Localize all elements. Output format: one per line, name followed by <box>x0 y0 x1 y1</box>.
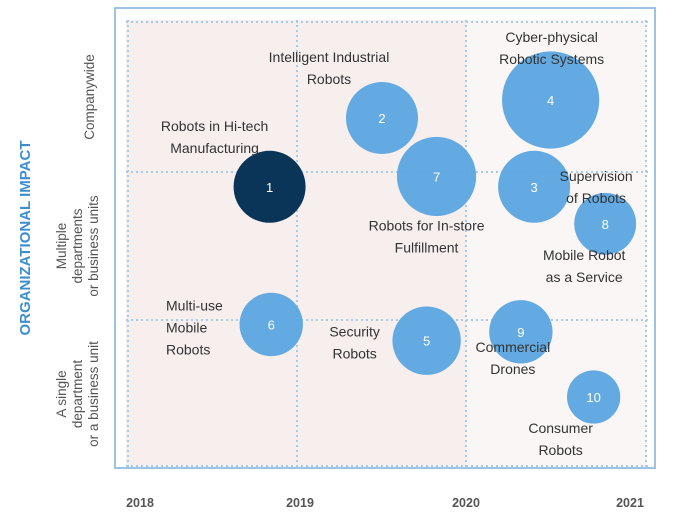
bubble-1 <box>233 150 306 223</box>
y-band-label: A singledepartmentor a business unit <box>54 341 101 447</box>
bubble-number: 9 <box>517 325 524 340</box>
plot-frame <box>114 7 656 469</box>
bubble-label: Mobile Robot as a Service <box>543 247 626 285</box>
bubble-label: Supervision of Robots <box>560 168 633 206</box>
bubble-layer <box>233 51 637 424</box>
bubble-label-line: Robots <box>332 346 376 362</box>
bubble-label-line: Multi-use <box>166 297 223 313</box>
bubble-label-line: Mobile Robot <box>543 247 626 263</box>
bubble-number: 5 <box>423 334 430 349</box>
bubble-label: Robots in Hi-tech Manufacturing <box>161 118 268 156</box>
bubble-label-line: Cyber-physical <box>505 29 598 45</box>
bubble-3 <box>498 150 571 223</box>
bubble-label: Robots for In-store Fulfillment <box>369 217 485 255</box>
bubble-2 <box>346 82 418 154</box>
bubble-label-line: Mobile <box>166 319 207 335</box>
bubble-8 <box>574 192 637 255</box>
y-band-label: Companywide <box>82 54 97 140</box>
y-band-label-line: departments <box>70 208 85 283</box>
bubble-label-line: Robots in Hi-tech <box>161 118 268 134</box>
bubble-label-line: Robots for In-store <box>369 217 485 233</box>
bubble-number: 3 <box>530 180 537 195</box>
bubble-5 <box>392 306 461 375</box>
bubble-label-line: Consumer <box>528 420 593 436</box>
bubble-label: Cyber-physical Robotic Systems <box>499 29 604 67</box>
y-axis-title: ORGANIZATIONAL IMPACT <box>17 141 34 336</box>
bubble-7 <box>396 136 477 217</box>
label-layer: 1 Robots in Hi-tech Manufacturing 2 Intellig… <box>161 29 633 458</box>
bubble-label: Intelligent Industrial Robots <box>269 49 390 87</box>
bubble-label-line: as a Service <box>546 269 623 285</box>
bubble-10 <box>566 370 621 424</box>
bubble-number: 2 <box>378 111 385 126</box>
x-tick-label: 2019 <box>286 496 314 510</box>
bubble-label-line: Fulfillment <box>395 239 459 255</box>
y-band-label-line: or a business unit <box>86 341 101 447</box>
bubble-label-line: of Robots <box>566 190 626 206</box>
bubble-4 <box>502 51 600 149</box>
bubble-label-line: Intelligent Industrial <box>269 49 390 65</box>
bubble-number: 6 <box>268 317 275 332</box>
bubble-label-line: Robots <box>166 341 210 357</box>
y-band-label-line: or business units <box>86 195 101 297</box>
x-tick-label: 2018 <box>126 496 154 510</box>
bubble-label-line: Supervision <box>560 168 633 184</box>
bubble-label: Commercial Drones <box>476 339 551 377</box>
bubble-6 <box>239 292 303 357</box>
bubble-label-line: Robots <box>307 71 351 87</box>
y-band-label-line: Companywide <box>82 54 97 140</box>
bubble-label: Security Robots <box>329 324 380 362</box>
x-tick-label: 2021 <box>616 496 644 510</box>
y-band-label: Multipledepartmentsor business units <box>54 195 101 297</box>
bubble-label-line: Robots <box>538 442 582 458</box>
bubble-label-line: Drones <box>490 361 535 377</box>
bubble-number: 7 <box>433 169 440 184</box>
bubble-number: 8 <box>602 217 609 232</box>
bubble-label: Multi-use Mobile Robots <box>166 297 223 357</box>
y-band-label-line: department <box>70 360 85 429</box>
bubble-number: 1 <box>266 180 273 195</box>
bubble-label-line: Commercial <box>476 339 551 355</box>
bubble-label-line: Manufacturing <box>170 140 259 156</box>
y-band-label-line: Multiple <box>54 223 69 270</box>
bubble-9 <box>489 300 553 364</box>
bubble-label-line: Security <box>329 324 380 340</box>
y-band-label-line: A single <box>54 370 69 417</box>
bubble-number: 4 <box>547 93 554 108</box>
x-tick-label: 2020 <box>452 496 480 510</box>
bubble-label: Consumer Robots <box>528 420 593 458</box>
bubble-label-line: Robotic Systems <box>499 51 604 67</box>
bubble-number: 10 <box>586 390 600 405</box>
